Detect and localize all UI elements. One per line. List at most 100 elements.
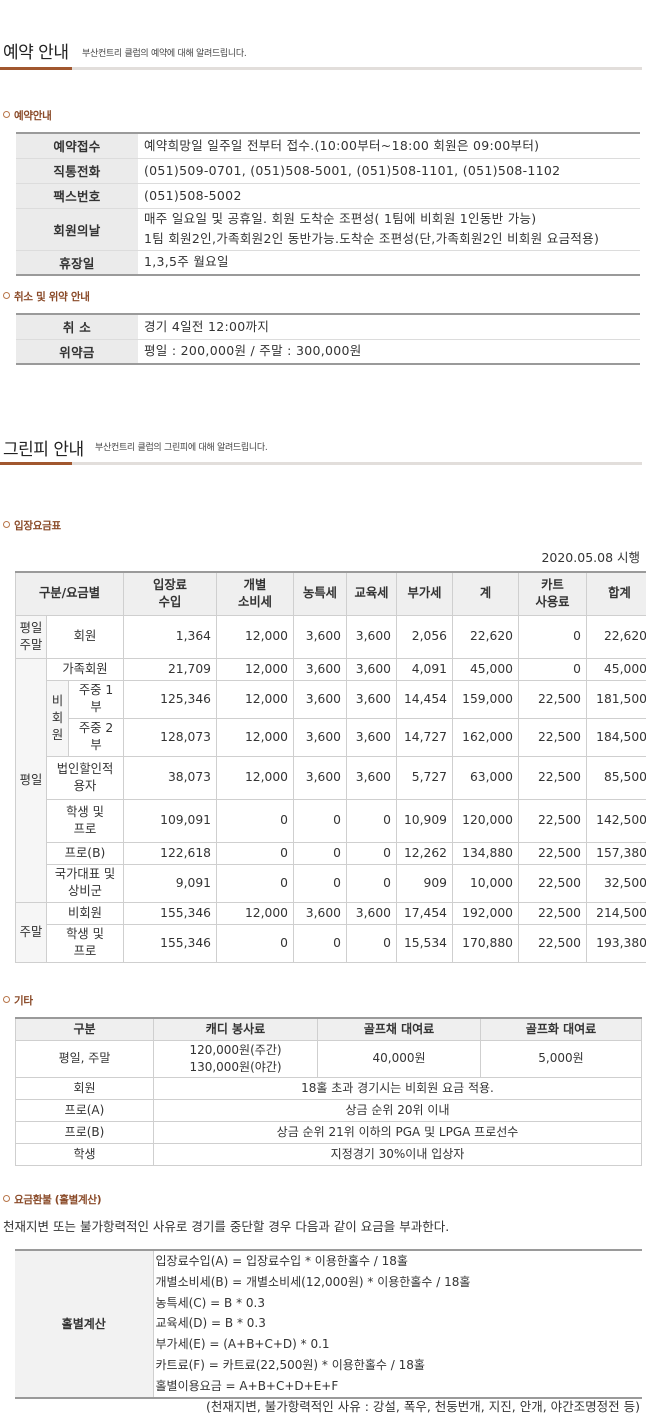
fee-value-cell: 0 <box>346 841 397 865</box>
fee-value-cell: 170,880 <box>452 923 519 963</box>
etc-fee-cell: 40,000원 <box>317 1039 481 1078</box>
refund-formula-line: 개별소비세(B) = 개별소비세(12,000원) * 이용한홀수 / 18홀 <box>155 1274 471 1289</box>
etc-row: 프로(A) 상금 순위 20위 이내 <box>15 1098 642 1122</box>
fee-header-cell: 입장료 수입 <box>123 571 217 616</box>
fee-value-cell: 85,500 <box>586 755 646 800</box>
fee-value-cell: 0 <box>346 798 397 843</box>
reservation-row-value: 예약희망일 일주일 전부터 접수.(10:00부터~18:00 회원은 09:0… <box>138 133 640 158</box>
fee-row: 프로(B) 122,618 0 0 0 12,262 134,880 22,500 157,38… <box>16 841 646 865</box>
fee-value-cell: 181,500 <box>586 679 646 719</box>
reservation-row-line: (051)508-5002 <box>144 187 242 203</box>
reservation-info-table: 예약접수 예약희망일 일주일 전부터 접수.(10:00부터~18:00 회원은 … <box>16 132 640 276</box>
greenfee-title-rule <box>0 462 642 465</box>
reservation-row: 팩스번호 (051)508-5002 <box>16 183 640 208</box>
fee-value-cell: 0 <box>293 923 347 963</box>
fee-value-cell: 0 <box>346 863 397 903</box>
fee-value-cell: 4,091 <box>396 657 453 681</box>
fee-value-cell: 22,500 <box>518 717 587 757</box>
fee-value-cell: 159,000 <box>452 679 519 719</box>
fee-value-cell: 0 <box>293 798 347 843</box>
reservation-row-value: 1,3,5주 월요일 <box>138 250 640 275</box>
fee-row: 학생 및 프로 155,346 0 0 0 15,534 170,880 22,500 193,3… <box>16 923 646 963</box>
fee-value-cell: 38,073 <box>123 755 217 800</box>
fee-value-cell: 0 <box>346 923 397 963</box>
cancel-row: 취 소 경기 4일전 12:00까지 <box>16 314 640 339</box>
reservation-row-value: 매주 일요일 및 공휴일. 회원 도착순 조편성( 1팀에 비회원 1인동반 가… <box>138 208 640 250</box>
reservation-row-value: (051)509-0701, (051)508-5001, (051)508-1… <box>138 158 640 183</box>
fee-value-cell: 3,600 <box>293 901 347 925</box>
fee-header-cell: 구분/요금별 <box>15 571 124 616</box>
fee-row-label: 국가대표 및 상비군 <box>46 863 124 903</box>
cancel-row-label: 취 소 <box>16 314 138 339</box>
fee-value-cell: 15,534 <box>396 923 453 963</box>
fee-value-cell: 184,500 <box>586 717 646 757</box>
etc-table: 구분 캐디 봉사료 골프채 대여료 골프화 대여료 평일, 주말 120,000원(주간)… <box>15 1017 642 1166</box>
fee-value-cell: 125,346 <box>123 679 217 719</box>
fee-value-cell: 193,380 <box>586 923 646 963</box>
fee-row-label: 회원 <box>46 614 124 659</box>
reservation-title: 예약 안내 <box>3 43 69 63</box>
refund-formula-line: 입장료수입(A) = 입장료수입 * 이용한홀수 / 18홀 <box>155 1254 408 1268</box>
fee-value-cell: 22,500 <box>518 901 587 925</box>
refund-heading: 요금환불 (홀별계산) <box>3 1192 102 1207</box>
reservation-row-label: 회원의날 <box>16 208 138 250</box>
fee-value-cell: 22,500 <box>518 679 587 719</box>
fee-value-cell: 120,000 <box>452 798 519 843</box>
etc-heading: 기타 <box>3 993 33 1008</box>
fee-value-cell: 157,380 <box>586 841 646 865</box>
fee-value-cell: 909 <box>396 863 453 903</box>
reservation-row-label: 팩스번호 <box>16 183 138 208</box>
greenfee-title: 그린피 안내 <box>3 440 84 460</box>
fee-value-cell: 22,500 <box>518 798 587 843</box>
fee-header-cell: 계 <box>452 571 519 616</box>
fee-row: 주말 비회원 155,346 12,000 3,600 3,600 17,454 192,00… <box>15 901 646 963</box>
greenfee-desc: 부산컨트리 클럽의 그린피에 대해 알려드립니다. <box>95 443 268 453</box>
fee-value-cell: 3,600 <box>346 717 397 757</box>
fee-value-cell: 3,600 <box>346 657 397 681</box>
fee-value-cell: 3,600 <box>346 901 397 925</box>
fee-header-cell: 농특세 <box>293 571 347 616</box>
fee-value-cell: 3,600 <box>293 755 347 800</box>
etc-row-label: 프로(B) <box>15 1120 154 1144</box>
fee-row: 주중 2 부 128,073 12,000 3,600 3,600 14,727 162,00… <box>16 717 646 757</box>
fee-value-cell: 128,073 <box>123 717 217 757</box>
fee-group-label: 주말 <box>15 901 47 963</box>
fee-value-cell: 12,000 <box>216 755 294 800</box>
fee-value-cell: 214,500 <box>586 901 646 925</box>
fee-value-cell: 63,000 <box>452 755 519 800</box>
fee-value-cell: 134,880 <box>452 841 519 865</box>
etc-row: 회원 18홀 초과 경기시는 비회원 요금 적용. <box>15 1076 642 1100</box>
refund-formula-line: 카트료(F) = 카트료(22,500원) * 이용한홀수 / 18홀 <box>155 1357 425 1372</box>
effective-date: 2020.05.08 시행 <box>541 550 640 565</box>
fee-value-cell: 9,091 <box>123 863 217 903</box>
fee-group-label: 비회 원 <box>46 679 69 757</box>
fee-header-cell: 부가세 <box>396 571 453 616</box>
fee-value-cell: 10,000 <box>452 863 519 903</box>
fee-value-cell: 5,727 <box>396 755 453 800</box>
fee-value-cell: 155,346 <box>123 923 217 963</box>
reservation-row: 회원의날 매주 일요일 및 공휴일. 회원 도착순 조편성( 1팀에 비회원 1인… <box>16 208 640 250</box>
fee-header-row: 구분/요금별 입장료 수입 개별 소비세 농특세 교육세 부가세 계 카트 사용료 합계 <box>15 571 646 616</box>
refund-label: 홀별계산 <box>15 1250 154 1398</box>
cancel-row-label: 위약금 <box>16 339 138 364</box>
fee-row-label: 법인할인적 용자 <box>46 755 124 800</box>
reservation-row-label: 예약접수 <box>16 133 138 158</box>
fee-value-cell: 3,600 <box>293 679 347 719</box>
fee-value-cell: 122,618 <box>123 841 217 865</box>
reservation-row-line: 1,3,5주 월요일 <box>144 254 229 270</box>
fee-value-cell: 0 <box>293 863 347 903</box>
cancel-row-value: 평일 : 200,000원 / 주말 : 300,000원 <box>144 343 362 359</box>
fee-header-cell: 교육세 <box>346 571 397 616</box>
fee-value-cell: 45,000 <box>586 657 646 681</box>
fee-value-cell: 1,364 <box>123 614 217 659</box>
fee-value-cell: 0 <box>518 657 587 681</box>
fee-value-cell: 3,600 <box>293 717 347 757</box>
fee-header-cell: 개별 소비세 <box>216 571 294 616</box>
reservation-info-heading: 예약안내 <box>3 108 52 123</box>
fee-value-cell: 2,056 <box>396 614 453 659</box>
fee-value-cell: 12,262 <box>396 841 453 865</box>
bullet-ring-icon <box>3 1195 10 1202</box>
etc-header-cell: 골프채 대여료 <box>317 1017 481 1041</box>
